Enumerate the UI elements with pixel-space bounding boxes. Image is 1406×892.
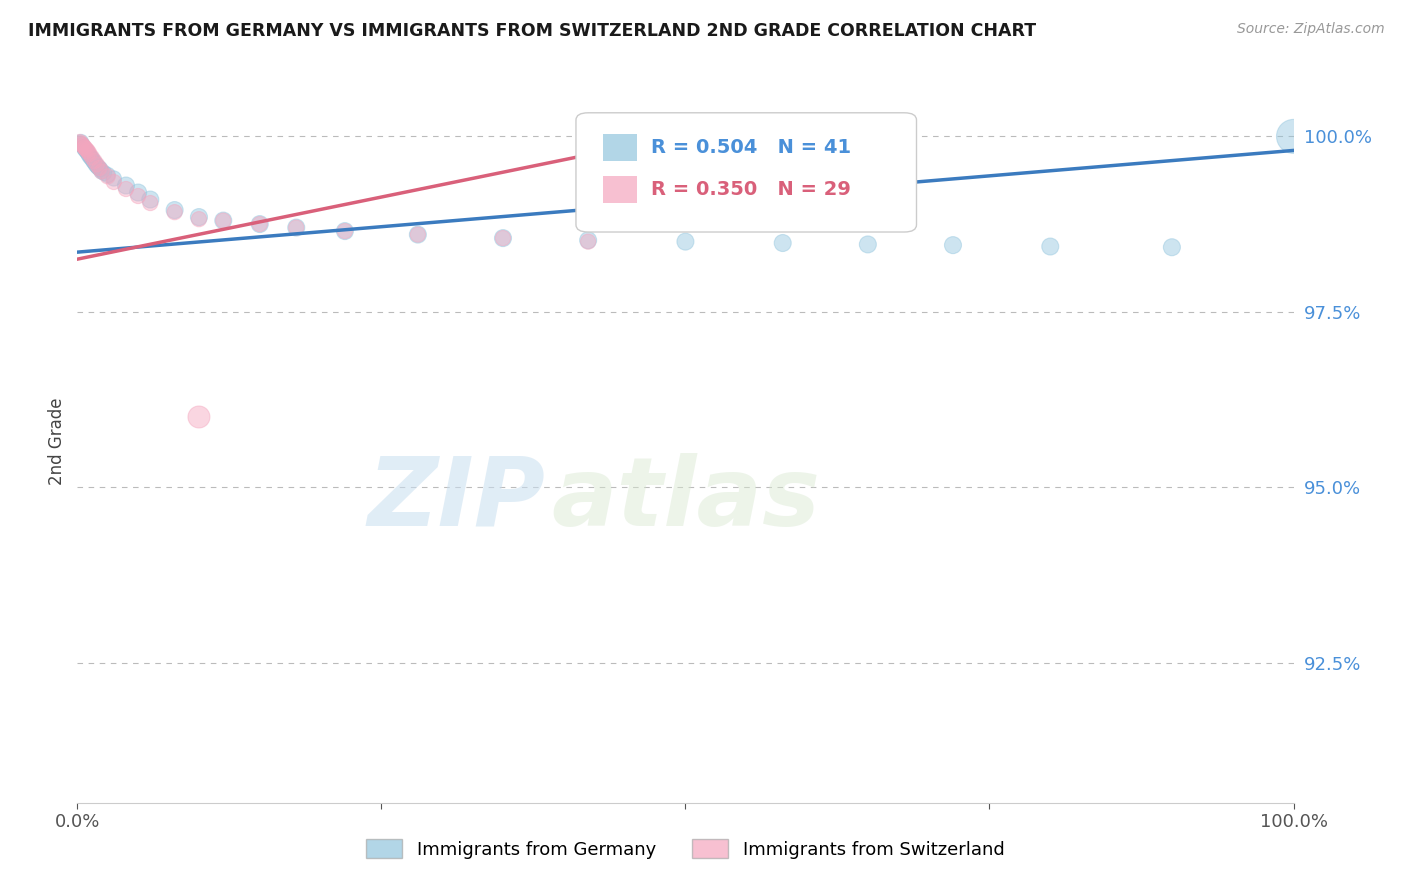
Point: [83, 155, 105, 169]
Point: [115, 182, 138, 196]
Point: [249, 217, 271, 231]
Point: [77, 147, 100, 161]
Point: [188, 210, 211, 224]
FancyBboxPatch shape: [603, 134, 637, 161]
Point: [90, 164, 112, 178]
Point: [70, 137, 93, 152]
Point: [80, 151, 103, 165]
Point: [89, 161, 111, 175]
Point: [103, 171, 125, 186]
Point: [90, 164, 112, 178]
Point: [89, 162, 111, 177]
Point: [73, 142, 96, 156]
Legend: Immigrants from Germany, Immigrants from Switzerland: Immigrants from Germany, Immigrants from…: [359, 832, 1012, 866]
Point: [76, 144, 98, 158]
Point: [285, 220, 308, 235]
Text: Source: ZipAtlas.com: Source: ZipAtlas.com: [1237, 22, 1385, 37]
Point: [492, 231, 515, 245]
Point: [406, 227, 429, 242]
Text: atlas: atlas: [551, 453, 821, 546]
Point: [249, 217, 271, 231]
Point: [285, 220, 308, 235]
Point: [188, 409, 211, 424]
Text: R = 0.504   N = 41: R = 0.504 N = 41: [651, 138, 852, 157]
Point: [72, 139, 94, 153]
Point: [84, 157, 107, 171]
Point: [163, 202, 186, 217]
Point: [942, 238, 965, 252]
Point: [77, 145, 100, 159]
Point: [93, 166, 115, 180]
Point: [1282, 129, 1305, 144]
Text: R = 0.350   N = 29: R = 0.350 N = 29: [651, 180, 851, 199]
Point: [79, 147, 101, 161]
Point: [75, 144, 97, 158]
Point: [675, 235, 697, 249]
Point: [139, 196, 162, 211]
Point: [70, 135, 93, 149]
Point: [97, 169, 120, 184]
Point: [127, 186, 149, 200]
Point: [127, 189, 149, 203]
Point: [163, 205, 186, 219]
Point: [576, 235, 599, 249]
Point: [212, 213, 235, 227]
Point: [70, 137, 93, 152]
Point: [72, 140, 94, 154]
Text: IMMIGRANTS FROM GERMANY VS IMMIGRANTS FROM SWITZERLAND 2ND GRADE CORRELATION CHA: IMMIGRANTS FROM GERMANY VS IMMIGRANTS FR…: [28, 22, 1036, 40]
Point: [89, 161, 111, 175]
Point: [212, 213, 235, 227]
Text: ZIP: ZIP: [368, 453, 546, 546]
Point: [333, 224, 356, 238]
Point: [115, 178, 138, 193]
Point: [69, 136, 91, 151]
Point: [576, 233, 599, 247]
Point: [79, 149, 101, 163]
Y-axis label: 2nd Grade: 2nd Grade: [48, 398, 66, 485]
Point: [139, 193, 162, 207]
Point: [856, 237, 879, 252]
Point: [76, 145, 98, 159]
Point: [103, 175, 125, 189]
Point: [73, 140, 96, 154]
Point: [80, 152, 103, 166]
Point: [75, 142, 97, 156]
Point: [83, 153, 105, 168]
Point: [1039, 239, 1062, 253]
Point: [188, 212, 211, 227]
Point: [1161, 240, 1184, 254]
Point: [333, 224, 356, 238]
Point: [69, 135, 91, 149]
Point: [406, 227, 429, 242]
Point: [86, 159, 108, 173]
Point: [87, 161, 110, 175]
FancyBboxPatch shape: [576, 112, 917, 232]
Point: [97, 168, 120, 182]
FancyBboxPatch shape: [603, 176, 637, 203]
Point: [492, 231, 515, 245]
Point: [80, 151, 103, 165]
Point: [772, 235, 794, 250]
Point: [70, 136, 93, 151]
Point: [82, 153, 104, 168]
Point: [86, 157, 108, 171]
